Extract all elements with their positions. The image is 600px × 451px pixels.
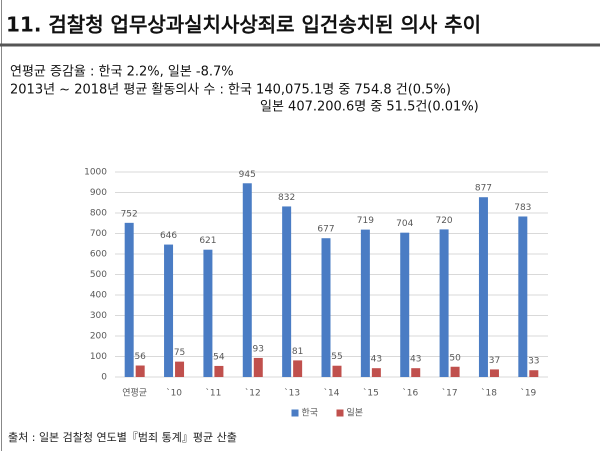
value-label: 752 bbox=[121, 209, 138, 219]
bar bbox=[293, 360, 303, 377]
source: 출처 : 일본 검찰청 연도별『범죄 통계』평균 산출 bbox=[8, 430, 237, 444]
legend-swatch bbox=[291, 409, 299, 417]
bar bbox=[450, 366, 460, 377]
value-label: 704 bbox=[396, 219, 413, 229]
y-tick-label: 1000 bbox=[84, 168, 107, 178]
y-tick-label: 500 bbox=[90, 270, 107, 280]
bar bbox=[253, 357, 263, 377]
value-label: 81 bbox=[292, 347, 303, 357]
legend-swatch bbox=[336, 409, 344, 417]
note: 일본 407.200.6명 중 51.5건(0.01%) bbox=[260, 100, 479, 115]
x-tick-label: `15 bbox=[363, 388, 379, 399]
bar bbox=[321, 238, 331, 377]
value-label: 677 bbox=[317, 225, 334, 235]
x-tick-label: `14 bbox=[324, 388, 340, 399]
bar bbox=[518, 216, 528, 377]
value-label: 783 bbox=[514, 203, 531, 213]
value-label: 50 bbox=[449, 353, 461, 363]
chart: 0 100 200 300 400 500 600 700 800 900 1000 연평균 752 56… bbox=[84, 168, 548, 419]
y-tick-label: 700 bbox=[90, 229, 107, 239]
bar bbox=[332, 365, 342, 377]
value-label: 75 bbox=[174, 348, 185, 358]
bar bbox=[203, 249, 213, 377]
y-tick-label: 200 bbox=[90, 332, 107, 342]
x-tick-label: `18 bbox=[481, 388, 497, 399]
value-label: 720 bbox=[435, 216, 452, 226]
bar bbox=[400, 232, 410, 377]
bar bbox=[529, 370, 539, 377]
bar bbox=[282, 206, 292, 377]
value-label: 621 bbox=[199, 236, 216, 246]
value-label: 719 bbox=[357, 216, 374, 226]
value-label: 43 bbox=[371, 355, 382, 365]
x-tick-label: 연평균 bbox=[122, 388, 147, 399]
value-label: 54 bbox=[213, 352, 225, 362]
bar bbox=[164, 244, 174, 377]
x-tick-label: `12 bbox=[245, 388, 261, 399]
note: 연평균 증감율 : 한국 2.2%, 일본 -8.7% bbox=[10, 65, 234, 80]
bar bbox=[242, 183, 252, 377]
bar bbox=[214, 365, 224, 377]
y-tick-label: 800 bbox=[90, 209, 107, 219]
x-tick-label: `16 bbox=[402, 388, 418, 399]
value-label: 56 bbox=[134, 352, 146, 362]
y-tick-label: 300 bbox=[90, 311, 107, 321]
legend-label: 한국 bbox=[302, 408, 319, 419]
y-tick-label: 600 bbox=[90, 250, 107, 260]
bar bbox=[439, 229, 449, 377]
y-tick-label: 0 bbox=[101, 373, 107, 383]
bar bbox=[478, 197, 488, 377]
value-label: 43 bbox=[410, 355, 421, 365]
value-label: 945 bbox=[239, 170, 256, 180]
bar bbox=[360, 229, 370, 377]
y-tick-label: 900 bbox=[90, 188, 107, 198]
x-tick-label: `13 bbox=[284, 388, 300, 399]
bar bbox=[135, 365, 145, 377]
x-tick-label: `17 bbox=[442, 388, 458, 399]
slide-title: 11. 검찰청 업무상과실치사상죄로 입건송치된 의사 추이 bbox=[6, 13, 481, 37]
bar bbox=[175, 361, 185, 377]
bar bbox=[124, 222, 134, 377]
x-tick-label: `10 bbox=[166, 388, 182, 399]
value-label: 33 bbox=[528, 357, 539, 367]
bar bbox=[411, 368, 421, 377]
bar bbox=[489, 369, 499, 377]
note: 2013년 ~ 2018년 평균 활동의사 수 : 한국 140,075.1명 … bbox=[10, 83, 451, 98]
bar bbox=[371, 368, 381, 377]
y-tick-label: 100 bbox=[90, 352, 107, 362]
value-label: 646 bbox=[160, 231, 177, 241]
x-tick-label: `19 bbox=[520, 388, 536, 399]
value-label: 55 bbox=[331, 352, 342, 362]
x-tick-label: `11 bbox=[205, 388, 221, 399]
value-label: 832 bbox=[278, 193, 295, 203]
value-label: 37 bbox=[489, 356, 500, 366]
y-tick-label: 400 bbox=[90, 291, 107, 301]
value-label: 877 bbox=[475, 184, 492, 194]
legend-label: 일본 bbox=[347, 408, 364, 419]
value-label: 93 bbox=[253, 344, 264, 354]
